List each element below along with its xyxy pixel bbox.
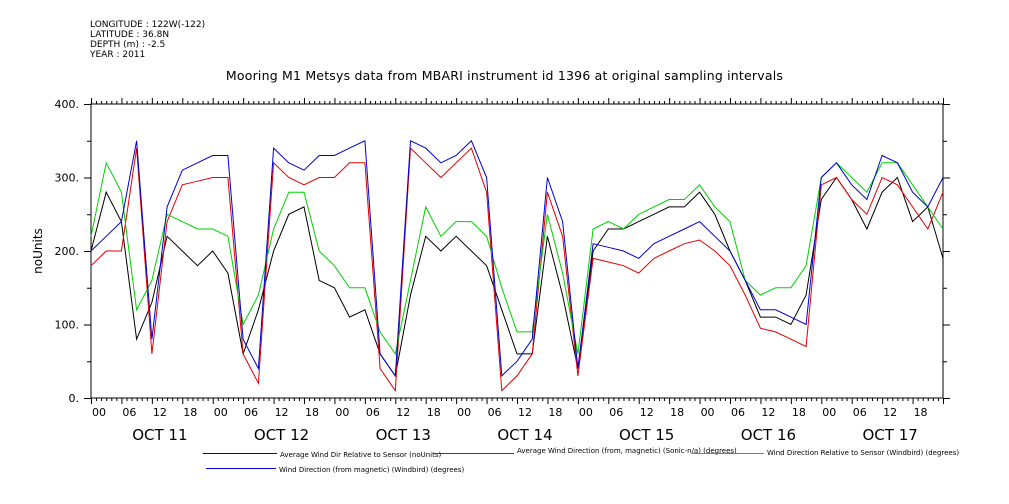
- x-tick-label: 12: [518, 406, 532, 419]
- legend-label-0: Average Wind Dir Relative to Sensor (noU…: [280, 451, 441, 459]
- x-tick-label: 00: [214, 406, 228, 419]
- legend-label-3: Wind Direction (from magnetic) (Windbird…: [279, 466, 464, 474]
- longitude-label: LONGITUDE : 122W(-122): [90, 20, 206, 30]
- x-tick-label: 18: [427, 406, 441, 419]
- y-tick-label: 200.: [55, 245, 80, 258]
- x-tick-label: 00: [579, 406, 593, 419]
- x-tick-label: 18: [548, 406, 562, 419]
- day-label: OCT 11: [132, 426, 187, 444]
- day-label: OCT 17: [862, 426, 917, 444]
- x-tick-label: 06: [122, 406, 136, 419]
- x-tick-label: 00: [822, 406, 836, 419]
- x-tick-label: 12: [761, 406, 775, 419]
- y-tick-label: 0.: [69, 392, 80, 405]
- x-tick-label: 18: [792, 406, 806, 419]
- x-tick-label: 12: [275, 406, 289, 419]
- x-tick-label: 12: [153, 406, 167, 419]
- x-tick-label: 06: [244, 406, 258, 419]
- x-tick-label: 06: [488, 406, 502, 419]
- depth-label: DEPTH (m) : -2.5: [90, 40, 166, 50]
- y-tick-label: 100.: [55, 319, 80, 332]
- x-tick-label: 06: [853, 406, 867, 419]
- x-tick-label: 00: [701, 406, 715, 419]
- x-tick-label: 18: [914, 406, 928, 419]
- x-tick-label: 00: [335, 406, 349, 419]
- metadata-block: LONGITUDE : 122W(-122) LATITUDE : 36.8N …: [90, 20, 205, 60]
- day-label: OCT 15: [619, 426, 674, 444]
- x-tick-label: 00: [92, 406, 106, 419]
- legend-label-2: Wind Direction Relative to Sensor (Windb…: [767, 449, 959, 457]
- x-tick-label: 06: [731, 406, 745, 419]
- x-tick-label: 06: [609, 406, 623, 419]
- x-tick-label: 18: [183, 406, 197, 419]
- x-tick-label: 12: [883, 406, 897, 419]
- series-line-1: [90, 146, 944, 393]
- x-tick-label: 06: [366, 406, 380, 419]
- chart-title: Mooring M1 Metsys data from MBARI instru…: [225, 68, 784, 83]
- day-label: OCT 13: [376, 426, 431, 444]
- x-tick-label: 12: [396, 406, 410, 419]
- y-axis-label: noUnits: [31, 228, 45, 274]
- y-tick-label: 300.: [55, 172, 80, 185]
- x-tick-label: 18: [670, 406, 684, 419]
- year-label: YEAR : 2011: [90, 50, 146, 60]
- day-label: OCT 12: [254, 426, 309, 444]
- latitude-label: LATITUDE : 36.8N: [90, 30, 170, 40]
- series-line-3: [90, 139, 944, 378]
- x-tick-label: 12: [640, 406, 654, 419]
- day-label: OCT 14: [497, 426, 552, 444]
- series-line-0: [90, 176, 944, 378]
- legend-label-1: Average Wind Direction (from, magnetic) …: [517, 447, 737, 455]
- series-line-2: [90, 161, 944, 356]
- x-tick-label: 00: [457, 406, 471, 419]
- y-tick-label: 400.: [55, 98, 80, 111]
- x-tick-label: 18: [305, 406, 319, 419]
- day-label: OCT 16: [741, 426, 796, 444]
